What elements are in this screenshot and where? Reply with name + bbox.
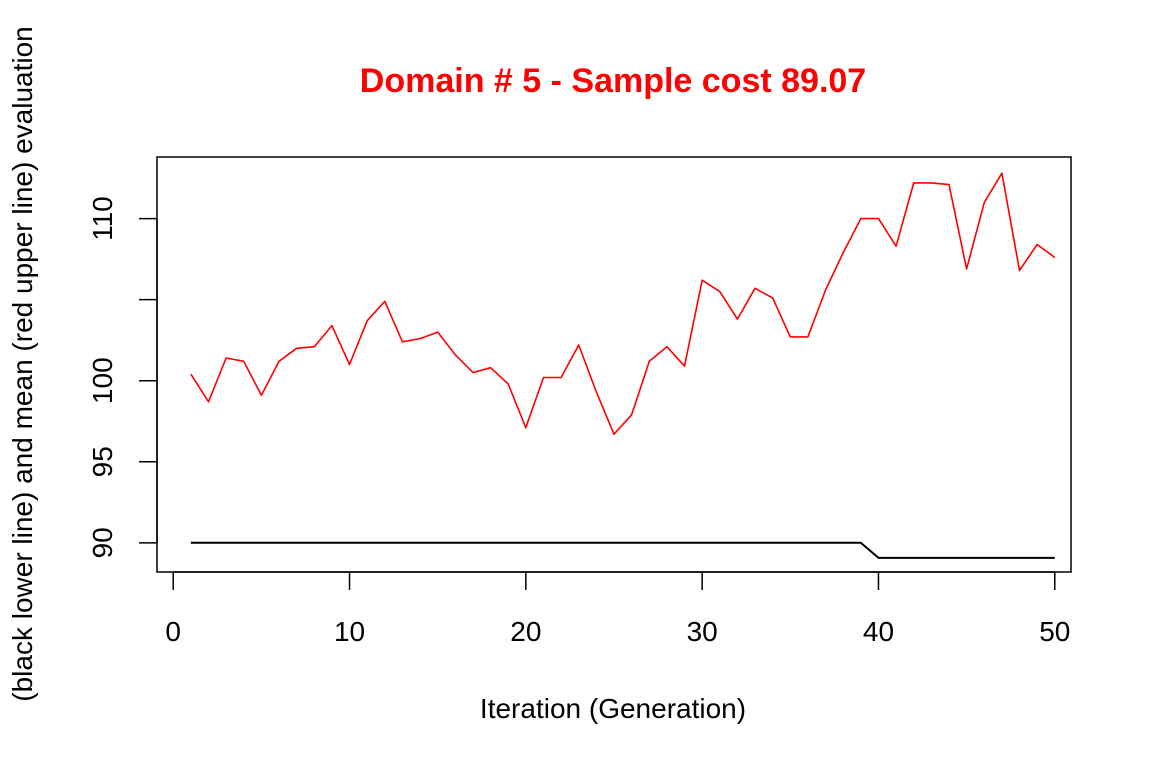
y-tick-label: 110 [87,196,118,241]
y-tick-label: 90 [87,527,118,558]
chart-title: Domain # 5 - Sample cost 89.07 [360,62,866,100]
x-tick-label: 50 [1039,616,1070,647]
x-tick-label: 20 [510,616,541,647]
y-axis-label: (black lower line) and mean (red upper l… [7,26,38,701]
series-layer [190,172,1056,559]
x-axis: 0 10 20 30 40 50 [165,571,1070,647]
x-tick-label: 30 [687,616,718,647]
y-tick-label: 95 [87,446,118,477]
y-axis: 90 95 100 110 [87,196,158,558]
x-tick-label: 40 [863,616,894,647]
series-mean-line [190,172,1056,436]
plot-frame [156,156,1072,573]
x-tick-label: 10 [334,616,365,647]
x-axis-label: Iteration (Generation) [480,693,746,724]
y-tick-label: 100 [87,357,118,404]
x-tick-label: 0 [165,616,181,647]
series-best-line [190,541,1055,559]
